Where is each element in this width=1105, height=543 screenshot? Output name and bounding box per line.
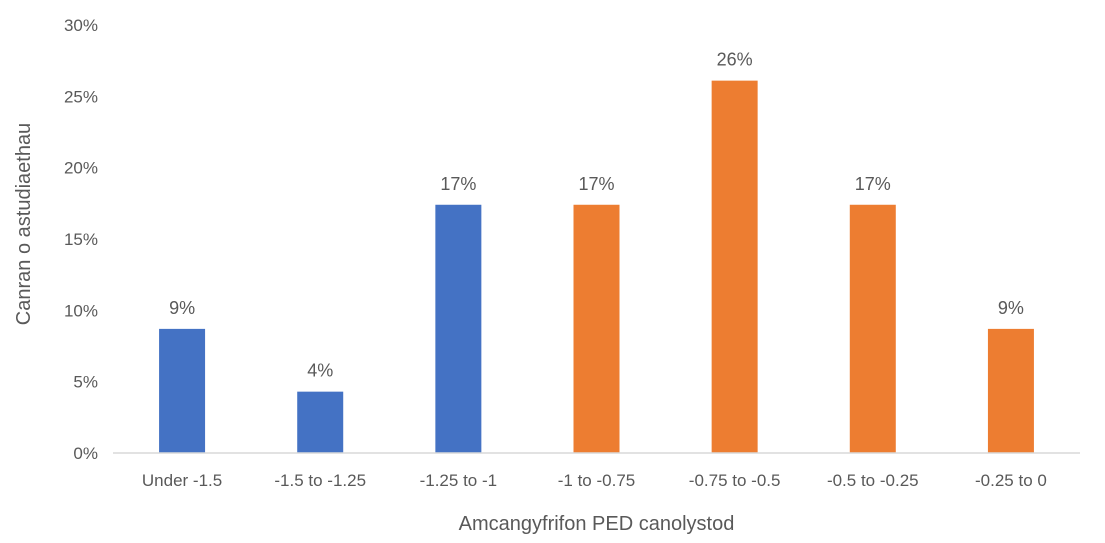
- bar-1: [159, 328, 206, 453]
- y-tick-label: 15%: [64, 230, 98, 249]
- data-label: 9%: [998, 298, 1024, 318]
- x-category-label: -1.5 to -1.25: [274, 471, 366, 490]
- y-tick-label: 5%: [73, 373, 98, 392]
- data-label: 17%: [578, 174, 614, 194]
- y-tick-label: 20%: [64, 159, 98, 178]
- x-category-labels: Under -1.5 -1.5 to -1.25 -1.25 to -1 -1 to …: [142, 471, 1047, 490]
- y-tick-label: 25%: [64, 87, 98, 106]
- y-tick-label: 30%: [64, 16, 98, 35]
- x-category-label: -0.5 to -0.25: [827, 471, 919, 490]
- x-category-label: -0.75 to -0.5: [689, 471, 781, 490]
- bar-5: [711, 80, 758, 453]
- y-tick-label: 0%: [73, 444, 98, 463]
- data-label: 4%: [307, 361, 333, 381]
- data-label: 17%: [440, 174, 476, 194]
- bar-7: [987, 328, 1034, 453]
- data-label: 17%: [855, 174, 891, 194]
- bars: [159, 80, 1034, 453]
- y-tick-labels: 0% 5% 10% 15% 20% 25% 30%: [64, 16, 98, 463]
- x-category-label: -1 to -0.75: [558, 471, 636, 490]
- data-label: 9%: [169, 298, 195, 318]
- data-labels: 9% 4% 17% 17% 26% 17% 9%: [169, 50, 1024, 381]
- bar-2: [297, 391, 344, 453]
- x-axis-title: Amcangyfrifon PED canolystod: [459, 513, 735, 535]
- x-category-label: -1.25 to -1: [420, 471, 498, 490]
- bar-4: [573, 204, 620, 453]
- bar-3: [435, 204, 482, 453]
- bar-6: [849, 204, 896, 453]
- x-category-label: -0.25 to 0: [975, 471, 1047, 490]
- y-axis-title: Canran o astudiaethau: [13, 123, 35, 325]
- y-tick-label: 10%: [64, 301, 98, 320]
- x-category-label: Under -1.5: [142, 471, 222, 490]
- data-label: 26%: [717, 50, 753, 70]
